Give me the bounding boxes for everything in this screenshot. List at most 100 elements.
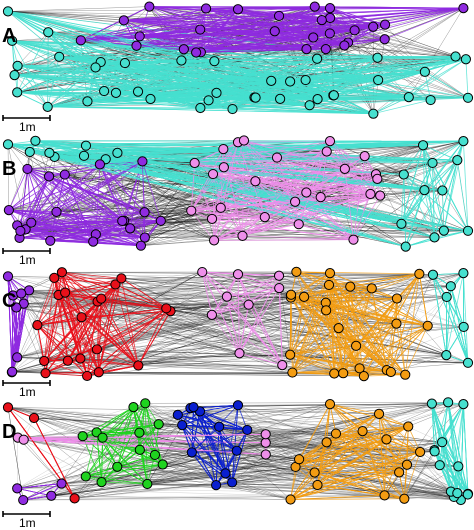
node-pink [349,235,358,244]
node-turquoise [463,226,472,235]
node-pink [322,147,331,156]
node-purple [16,226,25,235]
node-turquoise [404,93,413,102]
node-turquoise [133,87,142,96]
node-turquoise [13,61,22,70]
node-pink [302,188,311,197]
node-purple [380,35,389,44]
node-pink [238,231,247,240]
node-red [162,304,171,313]
node-pink [360,152,369,161]
node-orange [392,319,401,328]
node-turquoise [373,53,382,62]
community-edge-turquoise [451,286,464,327]
node-pink [260,213,269,222]
panel-a [3,2,473,121]
node-purple [60,170,69,179]
node-turquoise [210,57,219,66]
node-pink [235,349,244,358]
community-edge-turquoise [463,273,468,363]
node-purple [196,25,205,34]
node-turquoise [305,101,314,110]
node-orange [325,269,334,278]
node-orange [401,370,410,379]
node-turquoise [43,102,52,111]
node-purple [135,32,144,41]
node-orange [286,290,295,299]
node-turquoise [81,141,90,150]
node-purple [140,208,149,217]
node-purple [302,44,311,53]
node-purple [95,160,104,169]
node-purple [46,236,55,245]
node-purple [310,2,319,11]
node-pink [219,144,228,153]
node-purple [23,164,32,173]
node-turquoise [451,52,460,61]
node-purple [192,48,201,57]
node-pink [207,310,216,319]
node-purple [13,353,22,362]
node-turquoise [313,95,322,104]
node-pink [233,270,242,279]
node-orange [288,368,297,377]
node-purple [459,4,468,13]
node-pink [294,220,303,229]
node-purple [17,289,26,298]
node-turquoise [313,54,322,63]
node-pink [222,292,231,301]
node-purple [76,36,85,45]
node-turquoise [177,56,186,65]
node-turquoise [204,96,213,105]
node-purple [233,5,242,14]
edge-layer [8,7,468,114]
node-turquoise [31,136,40,145]
node-red [94,368,103,377]
node-red [33,321,42,330]
node-orange [339,369,348,378]
node-turquoise [228,104,237,113]
node-purple [126,224,135,233]
node-turquoise [113,148,122,157]
edge [141,240,214,245]
node-red [57,268,66,277]
node-turquoise [397,219,406,228]
node-turquoise [100,86,109,95]
node-red [63,356,72,365]
node-purple [4,206,13,215]
node-red [83,371,92,380]
node-pink [290,197,299,206]
node-red [77,313,86,322]
node-red [117,274,126,283]
node-turquoise [420,186,429,195]
node-purple [3,272,12,281]
edge-layer [8,141,468,247]
node-red [61,288,70,297]
node-pink [239,136,248,145]
edge [442,190,468,230]
node-pink [340,164,349,173]
node-turquoise [3,7,12,16]
node-pink [376,191,385,200]
node-turquoise [120,58,129,67]
node-pink [325,137,334,146]
node-red [41,369,50,378]
node-pink [207,214,216,223]
node-turquoise [420,67,429,76]
node-purple [52,207,61,216]
community-edge-turquoise [466,59,468,98]
node-orange [322,306,331,315]
node-turquoise [146,94,155,103]
node-orange [386,367,395,376]
node-pink [316,193,325,202]
node-pink [244,300,253,309]
node-purple [350,26,359,35]
node-pink [209,236,218,245]
node-turquoise [111,88,120,97]
node-pink [198,267,207,276]
node-turquoise [83,97,92,106]
node-red [76,354,85,363]
node-turquoise [374,75,383,84]
node-turquoise [463,358,472,367]
node-orange [330,369,339,378]
